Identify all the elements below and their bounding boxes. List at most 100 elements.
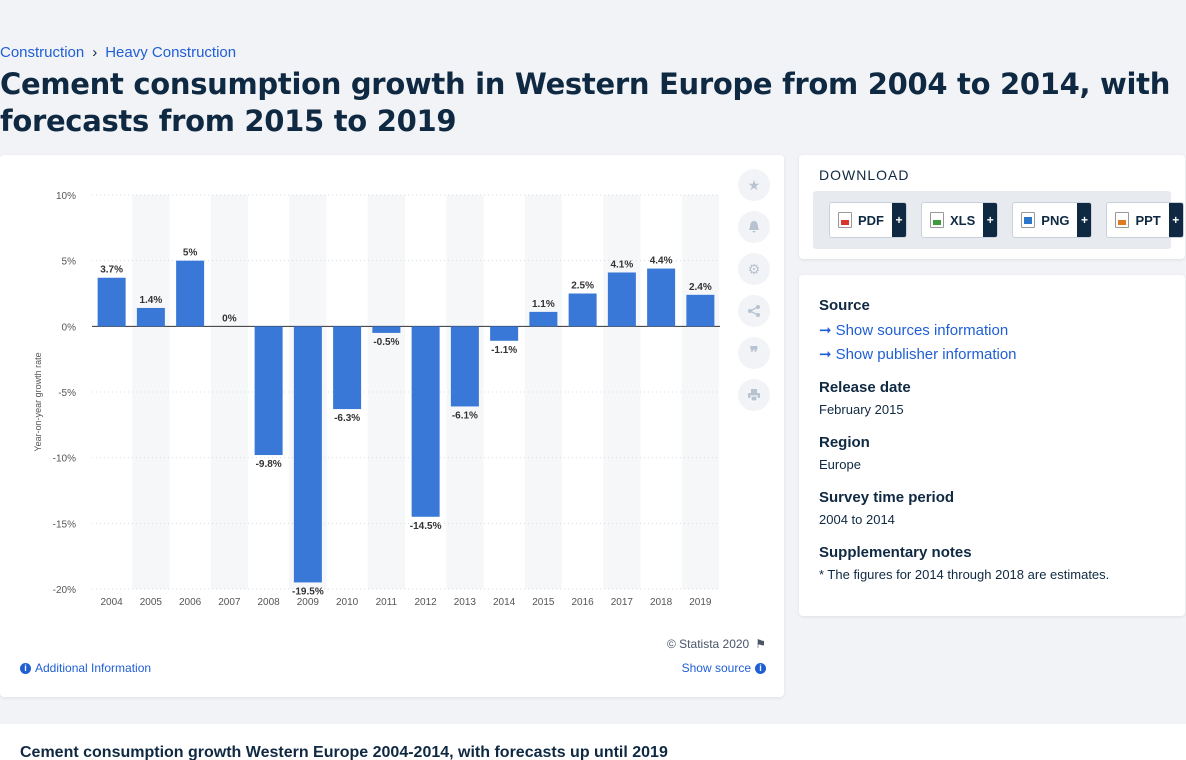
- quote-icon[interactable]: ❞: [738, 337, 770, 369]
- show-publisher-link[interactable]: ➞ Show publisher information: [819, 345, 1017, 364]
- bar: [450, 326, 479, 407]
- x-tick-label: 2018: [650, 597, 673, 608]
- additional-information-label: Additional Information: [35, 661, 152, 675]
- column-band: [524, 195, 562, 589]
- x-tick-label: 2012: [415, 597, 438, 608]
- y-axis-label: Year-on-year growth rate: [33, 352, 43, 451]
- bar: [372, 326, 401, 333]
- data-label: 4.4%: [650, 256, 673, 267]
- download-png-button[interactable]: PNG +: [1012, 202, 1093, 238]
- x-tick-label: 2008: [258, 597, 281, 608]
- bell-icon[interactable]: [738, 211, 770, 243]
- data-label: 4.1%: [610, 259, 633, 270]
- pdf-file-icon: [838, 212, 852, 228]
- download-ppt-button[interactable]: PPT +: [1106, 202, 1184, 238]
- data-label: -0.5%: [373, 337, 399, 348]
- supplementary-notes-heading: Supplementary notes: [819, 544, 972, 561]
- star-icon[interactable]: ★: [738, 169, 770, 201]
- plus-icon: +: [1077, 203, 1092, 237]
- y-tick-label: 0%: [62, 322, 77, 333]
- additional-information-link[interactable]: i Additional Information: [20, 661, 151, 675]
- data-label: -14.5%: [410, 521, 442, 532]
- data-label: 2.5%: [571, 281, 594, 292]
- x-tick-label: 2010: [336, 597, 359, 608]
- show-sources-label: Show sources information: [835, 321, 1009, 339]
- x-tick-label: 2009: [297, 597, 320, 608]
- region-value: Europe: [819, 457, 861, 472]
- download-ppt-label: PPT: [1135, 212, 1161, 228]
- column-band: [367, 195, 405, 589]
- flag-icon[interactable]: ⚑: [755, 637, 766, 651]
- download-xls-label: XLS: [950, 212, 976, 228]
- print-icon[interactable]: [738, 379, 770, 411]
- bar-chart: 10% 5% 0% -5% -10% -15% -20% Year-on-year growt…: [33, 191, 720, 608]
- x-tick-label: 2016: [572, 597, 595, 608]
- column-band: [132, 195, 170, 589]
- bar: [568, 293, 597, 327]
- x-tick-label: 2013: [454, 597, 477, 608]
- share-icon[interactable]: [738, 295, 770, 327]
- data-label: 3.7%: [100, 265, 123, 276]
- download-pdf-label: PDF: [858, 212, 884, 228]
- bar: [686, 294, 715, 327]
- data-label: -19.5%: [292, 586, 324, 597]
- survey-period-value: 2004 to 2014: [819, 512, 895, 527]
- data-label: 1.1%: [532, 299, 555, 310]
- show-source-label: Show source: [681, 661, 751, 675]
- x-tick-label: 2004: [101, 597, 124, 608]
- metadata-card: Source ➞ Show sources information ➞ Show…: [799, 275, 1185, 616]
- page-title: Cement consumption growth in Western Eur…: [0, 67, 1171, 138]
- data-label: 2.4%: [689, 282, 712, 293]
- data-label: 5%: [183, 248, 198, 259]
- bar: [333, 326, 362, 410]
- y-tick-label: -15%: [53, 519, 76, 530]
- region-heading: Region: [819, 434, 870, 451]
- arrow-right-icon: ➞: [819, 322, 832, 339]
- data-label: -6.1%: [452, 410, 478, 421]
- bar: [136, 307, 165, 327]
- supplementary-notes-value: * The figures for 2014 through 2018 are …: [819, 567, 1110, 582]
- arrow-right-icon: ➞: [819, 346, 832, 363]
- bottom-title: Cement consumption growth Western Europe…: [20, 744, 668, 760]
- gear-icon[interactable]: ⚙: [738, 253, 770, 285]
- bar: [254, 326, 283, 456]
- bar: [490, 326, 519, 341]
- x-tick-label: 2014: [493, 597, 516, 608]
- x-tick-label: 2006: [179, 597, 202, 608]
- download-png-label: PNG: [1041, 212, 1070, 228]
- bar: [293, 326, 322, 583]
- plus-icon: +: [983, 203, 998, 237]
- x-tick-label: 2011: [376, 597, 398, 608]
- y-tick-label: 10%: [56, 191, 76, 202]
- show-source-link[interactable]: Show source i: [682, 661, 766, 675]
- breadcrumb: Construction › Heavy Construction: [0, 44, 236, 61]
- y-tick-label: 5%: [62, 257, 77, 268]
- show-sources-link[interactable]: ➞ Show sources information: [819, 321, 1009, 340]
- breadcrumb-separator: ›: [92, 44, 98, 61]
- data-label: -6.3%: [334, 413, 360, 424]
- download-xls-button[interactable]: XLS +: [921, 202, 999, 238]
- x-tick-label: 2019: [689, 597, 712, 608]
- bar: [176, 260, 205, 327]
- xls-file-icon: [930, 212, 944, 228]
- plus-icon: +: [892, 203, 906, 237]
- download-card: DOWNLOAD PDF + XLS + PNG + PPT +: [799, 155, 1185, 259]
- x-tick-label: 2017: [611, 597, 634, 608]
- chart-card: 10% 5% 0% -5% -10% -15% -20% Year-on-year growt…: [0, 155, 784, 697]
- breadcrumb-item-heavy-construction[interactable]: Heavy Construction: [105, 44, 237, 61]
- download-pdf-button[interactable]: PDF +: [829, 202, 907, 238]
- source-heading: Source: [819, 297, 870, 314]
- bar: [607, 272, 636, 327]
- copyright-text: © Statista 2020: [667, 637, 750, 651]
- bottom-card: Cement consumption growth Western Europe…: [0, 724, 1186, 760]
- ppt-file-icon: [1115, 212, 1130, 228]
- png-file-icon: [1021, 212, 1036, 228]
- release-date-heading: Release date: [819, 379, 911, 396]
- copyright: © Statista 2020 ⚑: [667, 637, 766, 651]
- breadcrumb-item-construction[interactable]: Construction: [0, 44, 85, 61]
- info-icon: i: [755, 662, 766, 674]
- bar: [647, 268, 676, 327]
- bar: [411, 326, 440, 517]
- chart-toolbar: ★ ⚙ ❞: [738, 169, 770, 411]
- show-publisher-label: Show publisher information: [835, 345, 1017, 363]
